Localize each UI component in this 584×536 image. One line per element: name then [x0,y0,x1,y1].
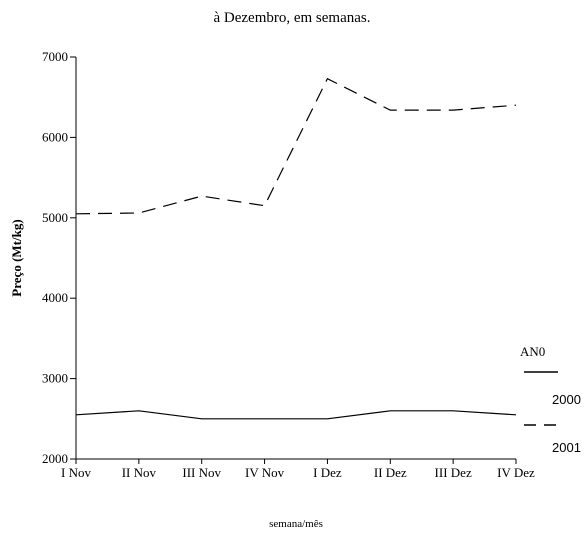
x-tick-label: III Nov [182,465,221,480]
y-tick-label: 6000 [42,129,68,144]
x-tick-label: III Dez [435,465,472,480]
y-tick-label: 7000 [42,49,68,64]
y-tick-label: 2000 [42,451,68,466]
legend-title: AN0 [520,344,545,359]
y-tick-label: 5000 [42,210,68,225]
legend-label-2001: 2001 [552,440,581,455]
y-tick-label: 3000 [42,371,68,386]
x-tick-label: IV Nov [245,465,285,480]
legend: AN0 2000 2001 [520,344,581,455]
x-axis-title: semana/mês [269,518,323,530]
series-lines [75,77,517,420]
y-axis-ticks: 2000 3000 4000 5000 6000 7000 [42,49,76,466]
x-tick-label: I Dez [313,465,342,480]
y-tick-label: 4000 [42,290,68,305]
x-tick-label: I Nov [61,465,91,480]
x-tick-label: II Nov [122,465,157,480]
legend-label-2000: 2000 [552,392,581,407]
chart-title: à Dezembro, em semanas. [213,10,371,26]
x-axis-ticks: I Nov II Nov III Nov IV Nov I Dez II Dez III D… [61,459,535,480]
series-line-2001 [75,77,517,215]
y-axis-title: Preço (Mt/kg) [9,219,24,296]
x-tick-label: IV Dez [497,465,535,480]
axes [75,57,516,460]
x-tick-label: II Dez [374,465,407,480]
series-line-2000 [75,410,517,420]
